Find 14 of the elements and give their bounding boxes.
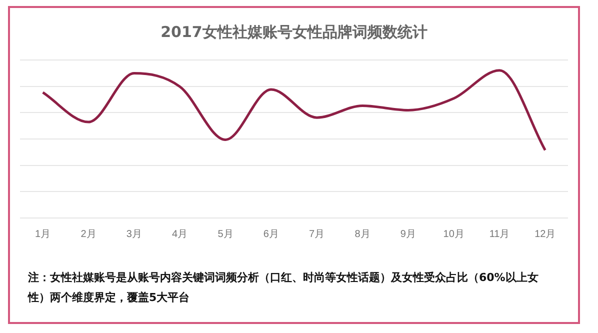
text: 注：女性社媒账号是从账号内容关键词词频分析（口红、时尚等女性话题）及女性受众占比（60%以上女性）两个维度界定，覆盖5大平台 [28,270,540,306]
x-tick-label: 11月 [489,228,510,240]
x-tick-label: 2月 [80,228,96,240]
x-tick-label: 5月 [218,228,234,240]
x-tick-label: 3月 [126,228,142,240]
x-tick-label: 7月 [309,228,325,240]
chart-title: 2017女性社媒账号女性品牌词频数统计 [160,22,428,41]
x-tick-label: 1月 [35,228,51,240]
x-tick-label: 9月 [400,228,416,240]
x-tick-label: 4月 [172,228,188,240]
x-tick-label: 8月 [354,228,370,240]
x-tick-label: 12月 [534,228,556,240]
x-tick-label: 6月 [263,228,279,240]
x-tick-label: 10月 [443,228,464,240]
